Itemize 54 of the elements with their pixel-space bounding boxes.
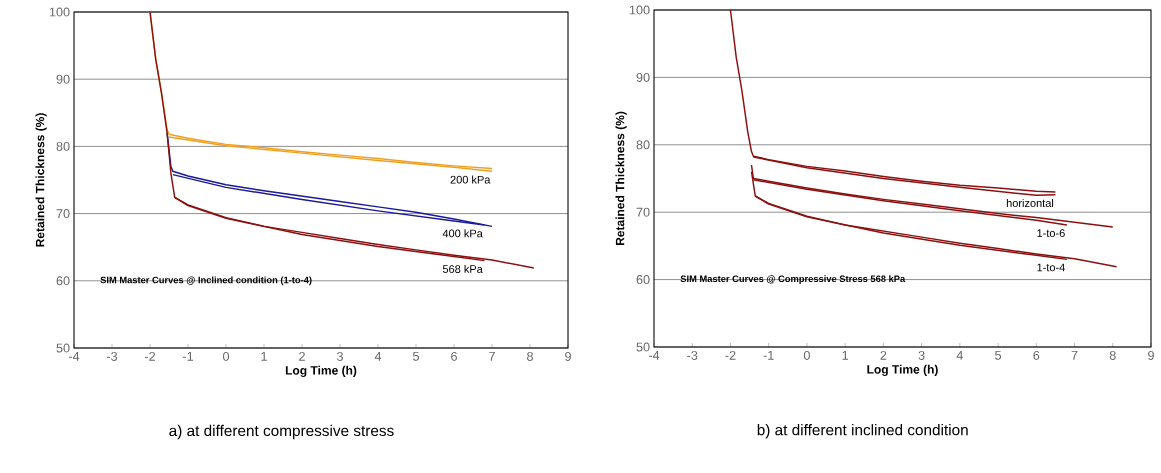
x-tick-label: 4 — [956, 350, 963, 360]
y-tick-label: 80 — [636, 140, 650, 150]
x-tick-label: -2 — [144, 351, 156, 361]
y-tick-label: 100 — [49, 7, 70, 17]
series-label: 1-to-6 — [1037, 229, 1065, 238]
y-tick-label: 80 — [56, 141, 70, 151]
y-axis-title: Retained Thickness (%) — [35, 113, 47, 247]
x-tick-label: 8 — [1109, 350, 1116, 360]
y-axis-title: Retained Thickness (%) — [615, 111, 627, 246]
x-tick-label: -3 — [687, 350, 698, 360]
x-tick-label: 3 — [918, 350, 925, 360]
x-tick-label: 2 — [299, 351, 305, 361]
x-tick-label: 7 — [1071, 350, 1078, 360]
x-tick-label: 6 — [1033, 350, 1040, 360]
y-tick-label: 60 — [636, 275, 650, 285]
y-tick-label: 60 — [56, 276, 70, 286]
x-tick-label: 0 — [222, 351, 230, 361]
x-tick-label: 4 — [374, 351, 382, 361]
series-label: 400 kPa — [442, 229, 483, 238]
series-label: 200 kPa — [450, 175, 491, 184]
y-tick-label: 90 — [636, 72, 650, 82]
x-tick-label: 9 — [1148, 350, 1154, 360]
y-tick-label: 50 — [56, 343, 70, 353]
annotation: SIM Master Curves @ Inclined condition (1-to-4) — [100, 276, 312, 286]
x-tick-label: 5 — [412, 351, 420, 361]
x-tick-label: 3 — [336, 351, 343, 361]
x-tick-label: 1 — [261, 351, 267, 361]
x-axis-title: Log Time (h) — [867, 364, 938, 377]
x-tick-label: 7 — [489, 351, 495, 361]
x-tick-label: 8 — [527, 351, 533, 361]
x-tick-label: -2 — [725, 350, 736, 360]
x-tick-label: 5 — [995, 350, 1002, 360]
y-tick-label: 100 — [629, 5, 650, 15]
x-tick-label: -4 — [68, 351, 80, 361]
annotation: SIM Master Curves @ Compressive Stress 568 kPa — [680, 275, 906, 284]
y-tick-label: 50 — [636, 342, 650, 352]
x-tick-label: -1 — [763, 350, 774, 360]
y-tick-label: 70 — [56, 209, 70, 219]
x-tick-label: 2 — [880, 350, 887, 360]
y-tick-label: 90 — [56, 74, 70, 84]
series-label: 568 kPa — [442, 264, 483, 273]
x-tick-label: 1 — [842, 350, 849, 360]
x-tick-label: -1 — [182, 351, 194, 361]
text: a) at different compressive stress — [169, 424, 394, 440]
x-tick-label: 9 — [565, 351, 571, 361]
series-label: 1-to-4 — [1037, 263, 1065, 272]
y-tick-label: 70 — [636, 207, 650, 217]
x-tick-label: -4 — [648, 350, 660, 360]
series-label: horizontal — [1006, 198, 1054, 208]
x-tick-label: -3 — [106, 351, 118, 361]
text: b) at different inclined condition — [757, 424, 968, 439]
x-axis-title: Log Time (h) — [285, 365, 357, 378]
x-tick-label: 0 — [803, 350, 810, 360]
x-tick-label: 6 — [451, 351, 457, 361]
